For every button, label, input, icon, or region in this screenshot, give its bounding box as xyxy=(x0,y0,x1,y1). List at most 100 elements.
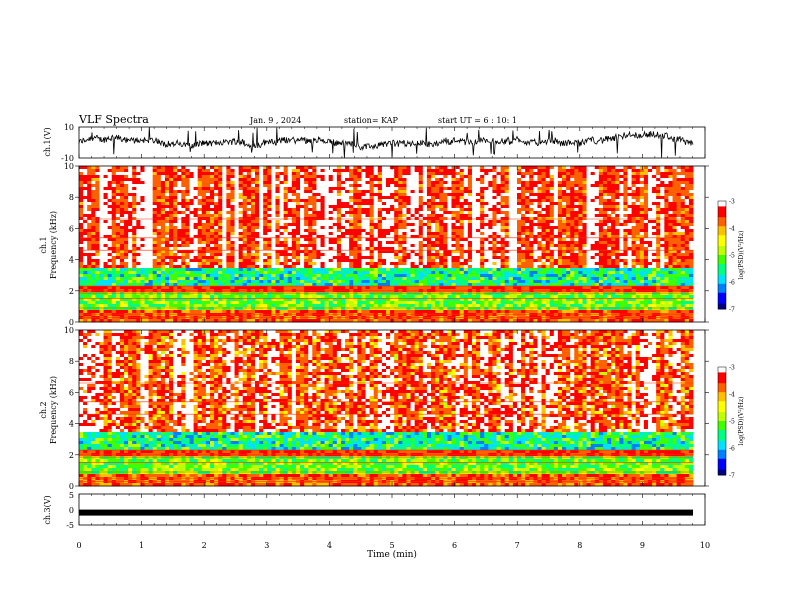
spectrogram-cell xyxy=(193,295,199,299)
spectrogram-cell xyxy=(222,190,227,194)
spectrogram-cell xyxy=(160,307,166,311)
spectrogram-cell xyxy=(242,235,248,239)
spectrogram-cell xyxy=(136,169,141,173)
spectrogram-cell xyxy=(426,196,432,200)
spectrogram-cell xyxy=(418,172,424,176)
spectrogram-cell xyxy=(467,184,473,188)
spectrogram-cell xyxy=(250,259,256,263)
spectrogram-cell xyxy=(439,301,444,305)
spectrogram-cell xyxy=(242,229,248,233)
spectrogram-cell xyxy=(406,169,411,173)
spectrogram-cell xyxy=(218,253,223,257)
spectrogram-cell xyxy=(463,205,469,209)
spectrogram-cell xyxy=(246,277,252,281)
spectrogram-cell xyxy=(332,184,338,188)
spectrogram-cell xyxy=(353,295,358,299)
spectrogram-cell xyxy=(381,253,387,257)
spectrogram-cell xyxy=(443,193,448,197)
spectrogram-cell xyxy=(349,232,354,236)
spectrogram-cell xyxy=(119,199,125,203)
spectrogram-cell xyxy=(443,226,448,230)
spectrogram-cell xyxy=(377,280,383,284)
spectrogram-cell xyxy=(148,316,154,320)
spectrogram-cell xyxy=(234,253,240,257)
spectrogram-cell xyxy=(377,301,383,305)
spectrogram-cell xyxy=(451,298,456,302)
spectrogram-cell xyxy=(300,271,305,275)
spectrogram-cell xyxy=(336,280,342,284)
spectrogram-cell xyxy=(79,187,84,191)
spectrogram-cell xyxy=(283,184,289,188)
spectrogram-cell xyxy=(467,253,473,257)
spectrogram-cell xyxy=(418,253,424,257)
spectrogram-cell xyxy=(218,229,223,233)
spectrogram-cell xyxy=(250,247,256,251)
spectrogram-cell xyxy=(418,274,424,278)
spectrogram-cell xyxy=(234,232,240,236)
spectrogram-cell xyxy=(402,202,407,206)
spectrogram-cell xyxy=(181,208,186,212)
spectrogram-cell xyxy=(447,268,452,272)
spectrogram-cell xyxy=(148,259,154,263)
spectrogram-cell xyxy=(267,274,272,278)
spectrogram-cell xyxy=(377,319,383,323)
spectrogram-cell xyxy=(140,169,145,173)
spectrogram-cell xyxy=(234,181,240,185)
spectrogram-cell xyxy=(467,301,473,305)
spectrogram-cell xyxy=(152,268,158,272)
spectrogram-cell xyxy=(300,223,305,227)
spectrogram-cell xyxy=(443,316,448,320)
spectrogram-cell xyxy=(140,319,145,323)
spectrogram-cell xyxy=(340,247,346,251)
spectrogram-cell xyxy=(115,238,121,242)
spectrogram-cell xyxy=(406,178,411,182)
spectrogram-cell xyxy=(365,286,371,290)
spectrogram-cell xyxy=(107,199,113,203)
spectrogram-cell xyxy=(226,304,231,308)
spectrogram-cell xyxy=(238,214,244,218)
spectrogram-cell xyxy=(353,253,358,257)
spectrogram-cell xyxy=(312,241,317,245)
spectrogram-cell xyxy=(115,280,121,284)
spectrogram-cell xyxy=(410,223,416,227)
spectrogram-cell xyxy=(181,265,186,269)
spectrogram-cell xyxy=(390,238,395,242)
spectrogram-cell xyxy=(87,238,92,242)
spectrogram-cell xyxy=(205,208,211,212)
spectrogram-cell xyxy=(365,184,371,188)
spectrogram-cell xyxy=(222,241,227,245)
spectrogram-cell xyxy=(144,220,149,224)
spectrogram-cell xyxy=(435,232,440,236)
spectrogram-cell xyxy=(304,247,309,251)
spectrogram-cell xyxy=(115,169,121,173)
spectrogram-cell xyxy=(426,280,432,284)
spectrogram-cell xyxy=(119,307,125,311)
spectrogram-cell xyxy=(353,319,358,323)
spectrogram-cell xyxy=(156,178,162,182)
spectrogram-cell xyxy=(259,280,264,284)
spectrogram-cell xyxy=(222,298,227,302)
spectrogram-cell xyxy=(87,268,92,272)
spectrogram-cell xyxy=(455,280,461,284)
spectrogram-cell xyxy=(230,175,235,179)
spectrogram-cell xyxy=(406,241,411,245)
spectrogram-cell xyxy=(447,196,452,200)
spectrogram-cell xyxy=(201,169,207,173)
spectrogram-cell xyxy=(320,178,325,182)
spectrogram-cell xyxy=(156,202,162,206)
spectrogram-cell xyxy=(324,262,330,266)
spectrogram-cell xyxy=(271,223,276,227)
spectrogram-cell xyxy=(304,226,309,230)
spectrogram-cell xyxy=(410,256,416,260)
spectrogram-cell xyxy=(295,193,301,197)
spectrogram-cell xyxy=(259,268,264,272)
spectrogram-cell xyxy=(201,205,207,209)
spectrogram-cell xyxy=(230,211,235,215)
spectrogram-cell xyxy=(209,280,215,284)
spectrogram-cell xyxy=(435,313,440,317)
spectrogram-cell xyxy=(332,202,338,206)
spectrogram-cell xyxy=(439,262,444,266)
spectrogram-cell xyxy=(230,316,235,320)
spectrogram-cell xyxy=(463,253,469,257)
spectrogram-cell xyxy=(340,196,346,200)
